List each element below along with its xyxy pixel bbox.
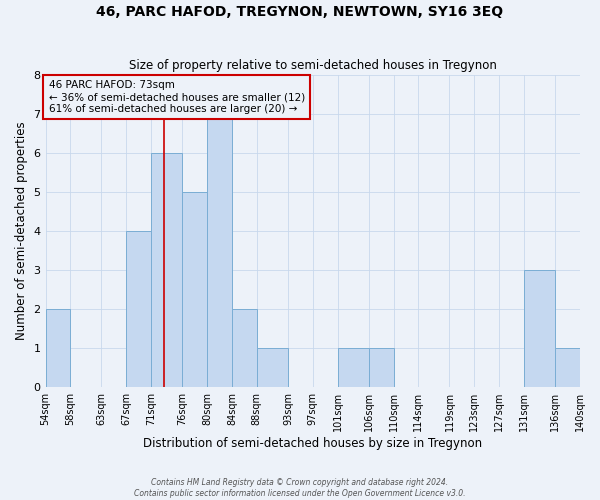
Bar: [127, 231, 151, 387]
Bar: [257, 348, 288, 387]
Text: Contains HM Land Registry data © Crown copyright and database right 2024.
Contai: Contains HM Land Registry data © Crown c…: [134, 478, 466, 498]
Bar: [151, 152, 182, 387]
Bar: [207, 114, 232, 387]
Y-axis label: Number of semi-detached properties: Number of semi-detached properties: [15, 122, 28, 340]
Bar: [338, 348, 369, 387]
Bar: [555, 348, 580, 387]
Text: 46 PARC HAFOD: 73sqm
← 36% of semi-detached houses are smaller (12)
61% of semi-: 46 PARC HAFOD: 73sqm ← 36% of semi-detac…: [49, 80, 305, 114]
Bar: [232, 309, 257, 387]
Bar: [182, 192, 207, 387]
Bar: [524, 270, 555, 387]
Bar: [369, 348, 394, 387]
Title: Size of property relative to semi-detached houses in Tregynon: Size of property relative to semi-detach…: [129, 59, 497, 72]
Text: 46, PARC HAFOD, TREGYNON, NEWTOWN, SY16 3EQ: 46, PARC HAFOD, TREGYNON, NEWTOWN, SY16 …: [97, 5, 503, 19]
X-axis label: Distribution of semi-detached houses by size in Tregynon: Distribution of semi-detached houses by …: [143, 437, 482, 450]
Bar: [46, 309, 70, 387]
